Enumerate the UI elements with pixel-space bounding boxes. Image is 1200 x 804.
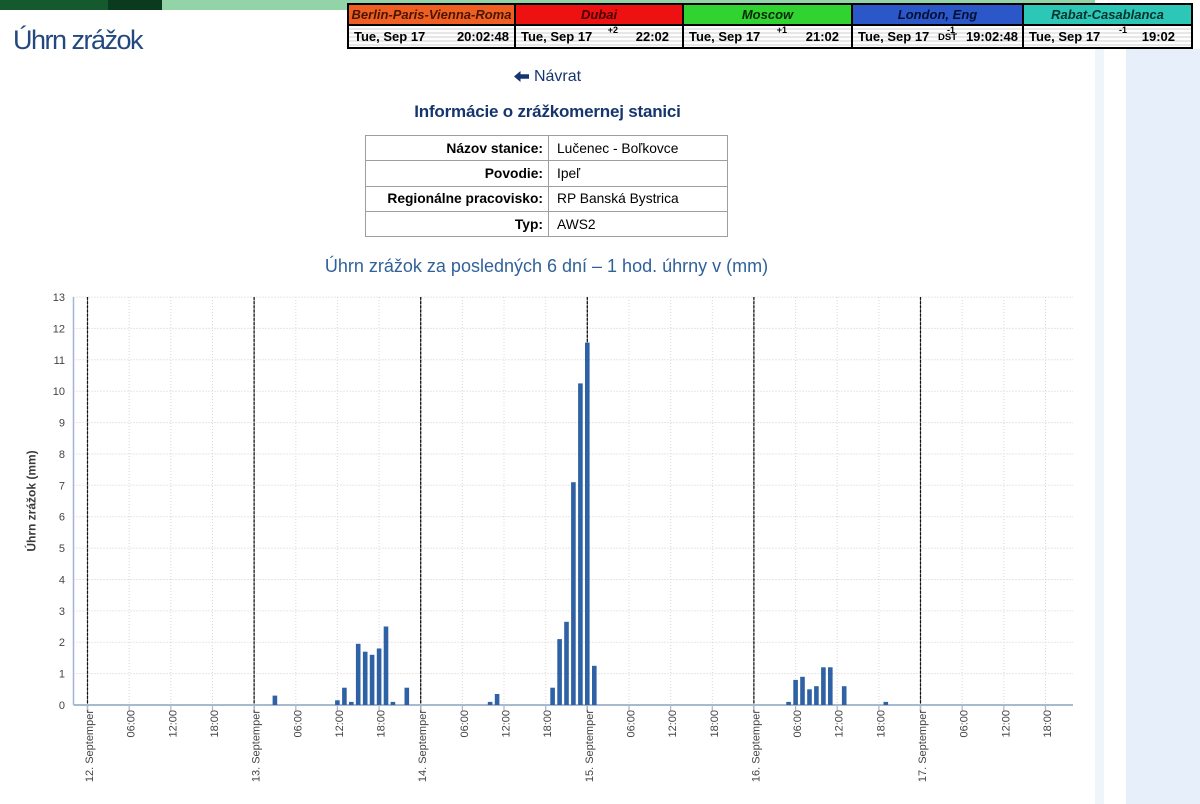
svg-text:18:00: 18:00	[875, 710, 887, 738]
svg-text:12:00: 12:00	[667, 710, 679, 738]
svg-text:13: 13	[53, 292, 65, 304]
svg-text:3: 3	[59, 606, 65, 618]
svg-text:16. Septemper: 16. Septemper	[750, 710, 762, 782]
svg-text:18:00: 18:00	[209, 710, 221, 738]
svg-text:12. Septemper: 12. Septemper	[84, 710, 96, 782]
svg-text:06:00: 06:00	[292, 710, 304, 738]
svg-text:12: 12	[53, 323, 65, 335]
svg-text:15. Septemper: 15. Septemper	[584, 710, 596, 782]
svg-text:9: 9	[59, 418, 65, 430]
svg-text:2: 2	[59, 637, 65, 649]
svg-text:10: 10	[53, 386, 65, 398]
svg-text:12:00: 12:00	[1000, 710, 1012, 738]
svg-text:Úhrn zrážok (mm): Úhrn zrážok (mm)	[24, 450, 39, 551]
svg-text:12:00: 12:00	[834, 710, 846, 738]
svg-text:12:00: 12:00	[334, 710, 346, 738]
svg-text:7: 7	[59, 480, 65, 492]
svg-text:06:00: 06:00	[459, 710, 471, 738]
svg-text:6: 6	[59, 512, 65, 524]
svg-text:17. Septemper: 17. Septemper	[917, 710, 929, 782]
svg-text:13. Septemper: 13. Septemper	[251, 710, 263, 782]
svg-text:0: 0	[59, 700, 65, 712]
svg-text:12:00: 12:00	[501, 710, 513, 738]
svg-text:1: 1	[59, 669, 65, 681]
svg-text:11: 11	[54, 355, 65, 367]
svg-text:06:00: 06:00	[126, 710, 138, 738]
svg-text:06:00: 06:00	[792, 710, 804, 738]
svg-text:06:00: 06:00	[959, 710, 971, 738]
svg-text:18:00: 18:00	[709, 710, 721, 738]
svg-text:14. Septemper: 14. Septemper	[417, 710, 429, 782]
svg-text:12:00: 12:00	[167, 710, 179, 738]
svg-text:5: 5	[59, 543, 65, 555]
svg-text:06:00: 06:00	[626, 710, 638, 738]
svg-text:8: 8	[59, 449, 65, 461]
svg-text:18:00: 18:00	[542, 710, 554, 738]
svg-text:4: 4	[59, 575, 65, 587]
svg-text:18:00: 18:00	[1042, 710, 1054, 738]
svg-text:18:00: 18:00	[376, 710, 388, 738]
